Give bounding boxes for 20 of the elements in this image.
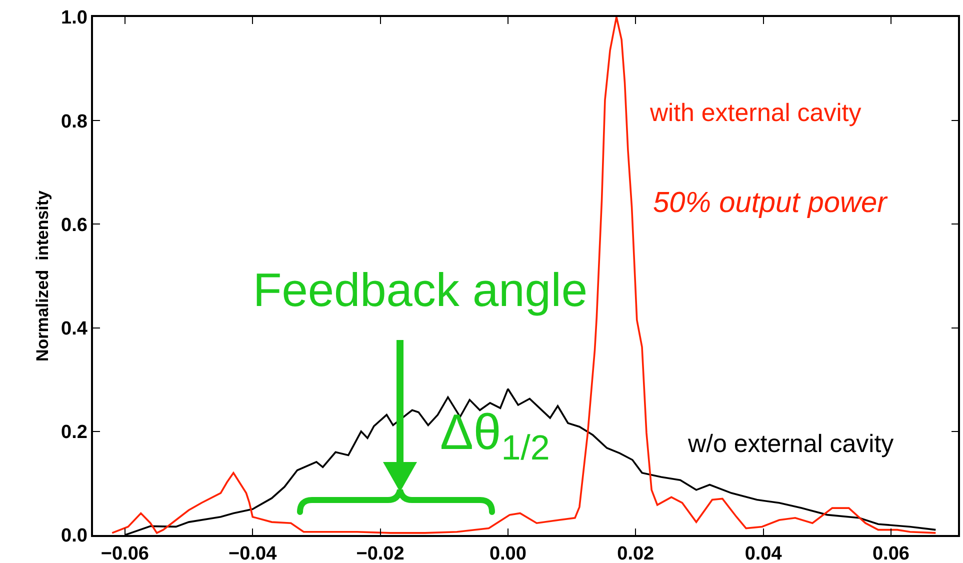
x-tick-label: 0.00	[489, 544, 526, 563]
x-tick-label: −0.04	[228, 544, 278, 563]
x-tick-label: 0.02	[617, 544, 654, 563]
y-tick-label: 0.0	[61, 526, 88, 547]
annotation: w/o external cavity	[687, 430, 894, 458]
y-tick-label: 0.6	[61, 214, 88, 236]
x-tick-label: 0.04	[744, 544, 782, 563]
y-tick-label: 0.4	[61, 318, 88, 340]
annotation: 50% output power	[653, 187, 888, 219]
annotation: Δθ$_{1/2}$	[440, 404, 550, 468]
x-tick-label: −0.06	[100, 544, 149, 563]
y-tick-label: 0.2	[61, 422, 88, 444]
y-tick-label: 0.8	[61, 111, 88, 132]
y-tick-label: 1.0	[61, 8, 88, 29]
line-series	[111, 17, 937, 534]
y-axis-title: Normalized intensity	[33, 190, 52, 362]
annotation: Feedback angle	[253, 263, 588, 316]
annotation: with external cavity	[649, 99, 862, 127]
x-tick-label: 0.06	[872, 544, 910, 563]
x-tick-label: −0.02	[356, 544, 404, 563]
